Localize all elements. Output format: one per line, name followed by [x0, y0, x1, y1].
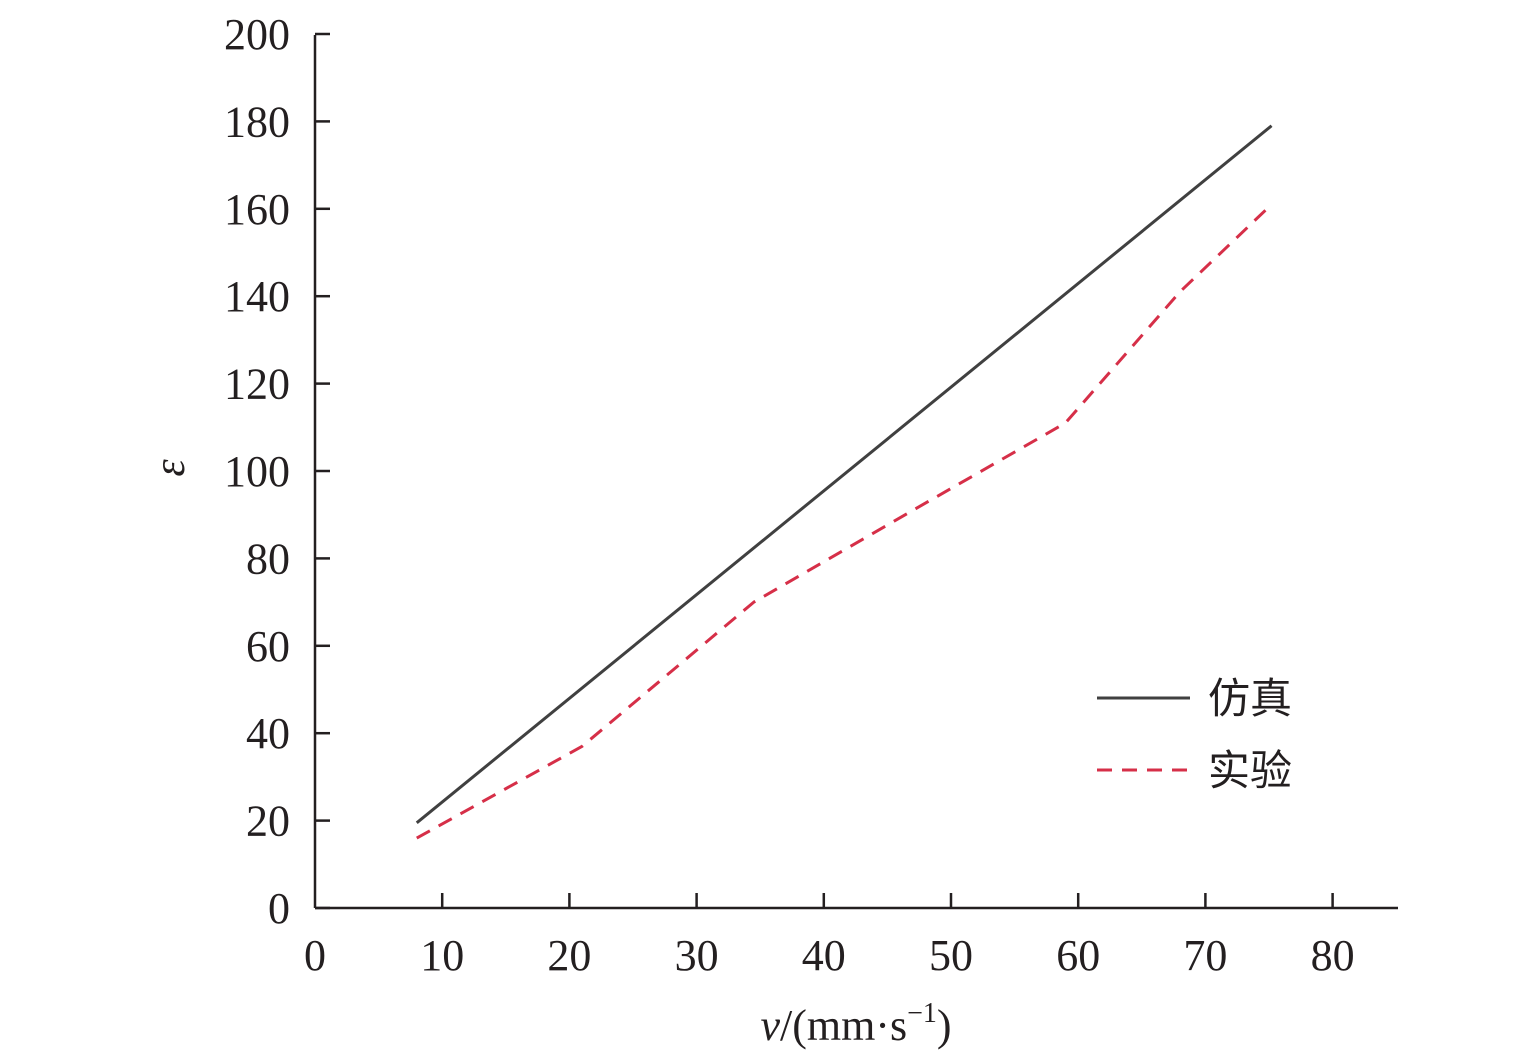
x-tick-label: 80 — [1311, 931, 1355, 980]
y-tick-label: 120 — [224, 360, 290, 409]
x-tick-label: 60 — [1056, 931, 1100, 980]
x-axis-label-variable: v — [760, 1001, 780, 1050]
legend-label-1: 仿真 — [1208, 674, 1292, 723]
x-axis-label-close: ) — [937, 1001, 952, 1050]
y-tick-label: 20 — [246, 797, 290, 846]
x-tick-label: 10 — [420, 931, 464, 980]
x-tick-label: 40 — [802, 931, 846, 980]
y-axis-ticks: 0 20 40 60 80 100 120 140 160 180 200 — [224, 10, 330, 933]
y-tick-label: 100 — [224, 447, 290, 496]
x-tick-label: 20 — [547, 931, 591, 980]
x-axis-label-exponent: −1 — [907, 998, 937, 1029]
legend-label-2: 实验 — [1208, 746, 1292, 795]
y-tick-label: 0 — [268, 884, 290, 933]
x-axis-ticks: 0 10 20 30 40 50 60 70 80 — [304, 893, 1355, 980]
x-tick-label: 50 — [929, 931, 973, 980]
x-tick-label: 30 — [675, 931, 719, 980]
y-tick-label: 60 — [246, 622, 290, 671]
y-tick-label: 160 — [224, 185, 290, 234]
series-line-2 — [416, 203, 1273, 840]
y-tick-label: 140 — [224, 272, 290, 321]
y-tick-label: 40 — [246, 709, 290, 758]
y-axis-label: ε — [145, 459, 194, 477]
x-axis-label-unit: /(mm·s — [780, 1001, 907, 1050]
x-tick-label: 70 — [1183, 931, 1227, 980]
y-tick-label: 180 — [224, 97, 290, 146]
series-line-1 — [415, 124, 1273, 824]
y-tick-label: 80 — [246, 534, 290, 583]
x-tick-label: 0 — [304, 931, 326, 980]
y-tick-label: 200 — [224, 10, 290, 59]
x-axis-label: v/(mm·s−1) — [760, 998, 951, 1050]
series-lines — [415, 124, 1273, 840]
